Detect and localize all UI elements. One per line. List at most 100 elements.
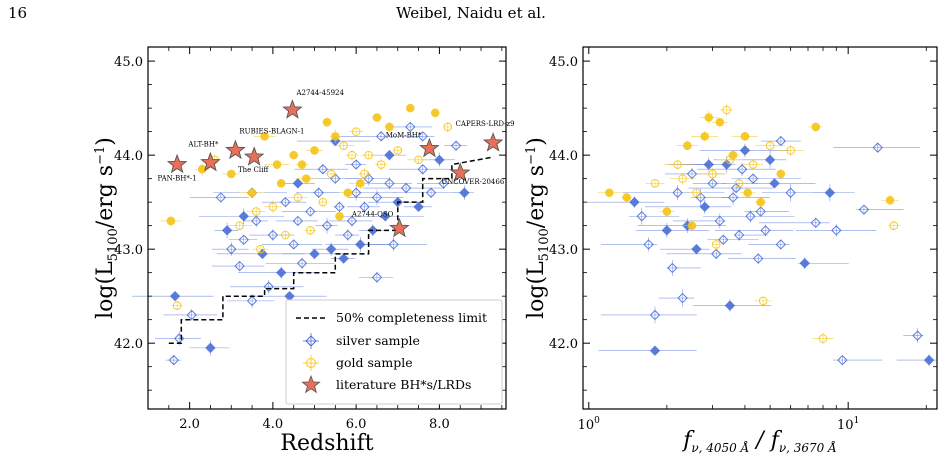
right-silver-point — [722, 189, 771, 206]
right-silver-point — [699, 143, 791, 158]
legend-frame — [285, 299, 503, 405]
left-x-tick-label: 6.0 — [346, 417, 367, 432]
right-gold-point — [808, 122, 824, 132]
left-gold-point — [304, 225, 317, 235]
right-y-axis-label: log(L5100/erg s−1) — [524, 137, 552, 319]
left-silver-point — [282, 206, 336, 217]
left-silver-point — [230, 279, 304, 294]
right-gold-point — [776, 169, 786, 179]
right-gold-point — [739, 187, 756, 199]
right-gold-point — [691, 131, 719, 142]
right-silver-point — [666, 248, 742, 260]
left-plot-frame — [147, 46, 507, 410]
left-silver-point — [275, 215, 318, 227]
left-gold-point — [322, 117, 332, 128]
left-silver-point — [189, 192, 249, 203]
right-silver-point — [797, 257, 849, 270]
right-silver-point — [731, 173, 801, 184]
left-gold-point — [332, 141, 355, 151]
left-silver-point — [165, 354, 182, 366]
right-gold-point — [711, 238, 721, 251]
right-x-axis-label: fν, 4050 Å / fν, 3670 Å — [681, 428, 837, 455]
left-gold-point — [318, 197, 328, 207]
left-silver-point — [393, 187, 466, 198]
right-x-tick-label: 101 — [837, 416, 859, 433]
right-silver-point — [733, 229, 768, 242]
left-gold-point — [171, 300, 183, 311]
right-gold-point — [690, 188, 703, 198]
left-silver-point — [329, 215, 373, 227]
left-y-tick-label: 43.0 — [114, 243, 143, 258]
right-gold-point — [676, 140, 699, 151]
right-gold-point — [711, 117, 728, 127]
left-silver-point — [211, 260, 265, 272]
right-gold-point — [669, 172, 696, 185]
right-gold-point — [727, 149, 739, 161]
completeness-limit-line — [168, 156, 494, 344]
literature-star — [419, 137, 440, 158]
left-gold-point — [407, 155, 430, 165]
right-gold-point — [683, 221, 701, 231]
left-silver-point — [403, 201, 432, 213]
right-gold-point — [777, 144, 805, 156]
right-gold-point — [659, 205, 675, 218]
page-number: 16 — [8, 4, 28, 22]
right-gold-point — [887, 220, 901, 231]
right-silver-point — [693, 299, 772, 312]
left-gold-point — [345, 150, 359, 161]
left-gold-point — [276, 178, 286, 188]
left-gold-point — [247, 206, 266, 217]
right-gold-point — [664, 159, 692, 170]
literature-label: MoM-BH* — [386, 132, 422, 140]
right-gold-point — [754, 296, 772, 306]
left-gold-point — [339, 187, 357, 199]
right-silver-point — [645, 199, 732, 214]
left-silver-point — [265, 257, 335, 269]
right-gold-point — [726, 177, 752, 190]
literature-label: PAN-BH*-1 — [158, 175, 197, 183]
left-silver-point — [243, 214, 269, 228]
right-silver-point — [598, 345, 697, 356]
left-silver-point — [444, 140, 467, 151]
left-silver-point — [311, 242, 349, 256]
literature-star — [243, 146, 265, 166]
left-silver-point — [262, 196, 307, 208]
left-silver-point — [345, 159, 366, 170]
right-gold-point — [716, 154, 743, 166]
right-silver-point — [697, 162, 776, 176]
right-silver-point — [728, 252, 796, 265]
left-silver-point — [333, 201, 345, 213]
left-gold-point — [384, 122, 395, 132]
left-silver-point — [371, 149, 406, 161]
right-gold-point — [732, 131, 758, 141]
left-gold-point — [226, 221, 253, 230]
legend-silver-swatch — [303, 333, 319, 349]
legend-literature: literature BH*s/LRDs — [336, 377, 471, 392]
right-silver-point — [758, 217, 830, 229]
left-silver-point — [335, 131, 422, 142]
right-silver-point — [600, 306, 697, 324]
right-gold-point — [699, 110, 718, 125]
right-gold-point — [743, 160, 764, 169]
right-silver-point — [796, 224, 877, 237]
left-gold-point — [252, 244, 269, 254]
right-plot-frame — [582, 46, 938, 410]
left-gold-point — [430, 108, 440, 118]
literature-star — [200, 151, 221, 172]
right-silver-point — [637, 218, 726, 233]
left-silver-point — [282, 248, 344, 260]
literature-label: CAPERS-LRD-z9 — [456, 120, 515, 128]
left-silver-point — [132, 290, 214, 302]
left-silver-point — [198, 208, 285, 224]
left-silver-point — [358, 271, 394, 283]
left-gold-point — [222, 169, 241, 179]
left-silver-point — [356, 237, 427, 252]
left-x-axis-label: Redshift — [280, 431, 373, 456]
left-gold-point — [329, 129, 341, 144]
left-gold-point — [348, 177, 373, 190]
left-gold-point — [375, 158, 388, 171]
right-y-tick-label: 42.0 — [549, 337, 578, 352]
left-gold-point — [325, 169, 338, 179]
left-gold-point — [443, 121, 453, 132]
right-silver-point — [833, 142, 920, 153]
